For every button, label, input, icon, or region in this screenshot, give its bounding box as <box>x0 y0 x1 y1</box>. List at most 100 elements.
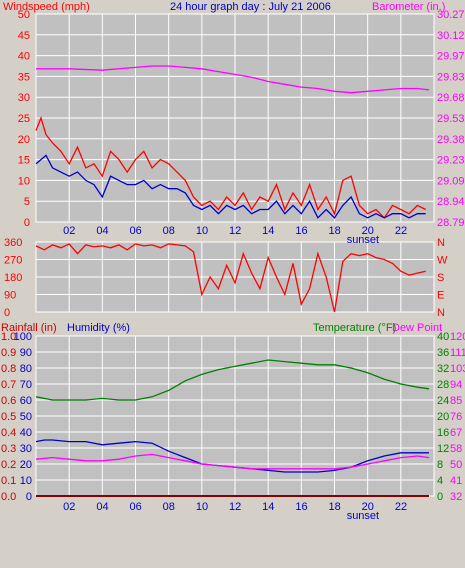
direction-degree-tick: 180 <box>4 272 22 284</box>
barometer-tick: 29.23 <box>437 155 465 167</box>
direction-compass-tick: S <box>437 272 444 284</box>
barometer-tick: 28.79 <box>437 217 465 229</box>
direction-compass-tick: N <box>437 237 445 249</box>
direction-degree-tick: 270 <box>4 255 22 267</box>
dewpoint-tick: 32 <box>450 491 462 503</box>
panel2-grid <box>36 242 434 312</box>
direction-compass-tick: E <box>437 290 444 302</box>
wind-direction-line <box>35 243 426 313</box>
x-tick-label: 02 <box>63 501 75 513</box>
barometer-line <box>36 65 430 94</box>
direction-degree-tick: 90 <box>4 290 16 302</box>
x-tick-label: 16 <box>295 225 307 237</box>
panel2-series <box>35 243 426 313</box>
humidity-tick: 100 <box>14 331 32 343</box>
windspeed-tick: 20 <box>18 134 30 146</box>
barometer-tick: 30.12 <box>437 30 465 42</box>
panel1-grid <box>36 14 434 222</box>
x-tick-label: 04 <box>96 225 108 237</box>
x-tick-label: 12 <box>229 501 241 513</box>
dewpoint-tick: 41 <box>450 475 462 487</box>
x-tick-label: 16 <box>295 501 307 513</box>
dewpoint-tick: 50 <box>450 459 462 471</box>
windspeed-tick: 5 <box>24 196 30 208</box>
barometer-tick: 29.09 <box>437 175 465 187</box>
windspeed-tick: 35 <box>18 71 30 83</box>
dewpoint-tick: 85 <box>450 395 462 407</box>
dewpoint-axis-title: Dew Point <box>392 322 442 334</box>
x-tick-label: 12 <box>229 225 241 237</box>
windspeed-axis-title: Windspeed (mph) <box>3 1 90 13</box>
rainfall-tick: 0.3 <box>1 443 16 455</box>
windspeed-tick: 15 <box>18 155 30 167</box>
temperature-tick: 16 <box>437 427 449 439</box>
temperature-tick: 32 <box>437 363 449 375</box>
x-tick-label: 06 <box>130 225 142 237</box>
temperature-tick: 20 <box>437 411 449 423</box>
humidity-tick: 60 <box>20 395 32 407</box>
dewpoint-line <box>35 453 430 470</box>
direction-compass-tick: N <box>437 307 445 319</box>
x-tick-label: 04 <box>96 501 108 513</box>
rainfall-tick: 0.4 <box>1 427 16 439</box>
sunset-label: sunset <box>347 234 379 246</box>
barometer-tick: 29.97 <box>437 51 465 63</box>
temperature-tick: 28 <box>437 379 449 391</box>
humidity-tick: 30 <box>20 443 32 455</box>
rainfall-tick: 0.6 <box>1 395 16 407</box>
dewpoint-tick: 120 <box>450 331 465 343</box>
x-tick-label: 02 <box>63 225 75 237</box>
x-tick-label: 20 <box>362 225 374 237</box>
x-tick-label: 22 <box>395 225 407 237</box>
barometer-tick: 29.38 <box>437 134 465 146</box>
windspeed-tick: 25 <box>18 113 30 125</box>
temperature-tick: 4 <box>437 475 443 487</box>
x-tick-label: 22 <box>395 501 407 513</box>
windspeed-tick: 45 <box>18 30 30 42</box>
chart-title: 24 hour graph day : July 21 2006 <box>170 1 331 13</box>
temperature-tick: 24 <box>437 395 449 407</box>
rainfall-tick: 0.9 <box>1 347 16 359</box>
windspeed-line <box>35 116 426 219</box>
rainfall-tick: 0.7 <box>1 379 16 391</box>
humidity-tick: 20 <box>20 459 32 471</box>
temperature-line <box>35 359 430 401</box>
windspeed-tick: 40 <box>18 51 30 63</box>
x-tick-label: 10 <box>196 501 208 513</box>
direction-degree-tick: 0 <box>4 307 10 319</box>
x-tick-label: 14 <box>262 225 274 237</box>
barometer-axis-title: Barometer (in.) <box>372 1 445 13</box>
dewpoint-tick: 67 <box>450 427 462 439</box>
x-tick-label: 08 <box>163 225 175 237</box>
temperature-tick: 40 <box>437 331 449 343</box>
panel3-grid <box>36 336 434 496</box>
rainfall-tick: 0.5 <box>1 411 16 423</box>
wind-gust-line <box>35 154 426 219</box>
humidity-tick: 70 <box>20 379 32 391</box>
dewpoint-tick: 94 <box>450 379 462 391</box>
panel3-series <box>35 359 430 497</box>
direction-degree-tick: 360 <box>4 237 22 249</box>
rainfall-tick: 1.0 <box>1 331 16 343</box>
barometer-tick: 29.53 <box>437 113 465 125</box>
humidity-tick: 80 <box>20 363 32 375</box>
humidity-tick: 0 <box>26 491 32 503</box>
x-tick-label: 08 <box>163 501 175 513</box>
x-tick-label: 18 <box>329 225 341 237</box>
direction-compass-tick: W <box>437 255 448 267</box>
humidity-tick: 40 <box>20 427 32 439</box>
dewpoint-tick: 103 <box>450 363 465 375</box>
x-tick-label: 14 <box>262 501 274 513</box>
temperature-axis-title: Temperature (°F) <box>313 322 396 334</box>
barometer-tick: 30.27 <box>437 9 465 21</box>
windspeed-tick: 50 <box>18 9 30 21</box>
x-tick-label: 18 <box>329 501 341 513</box>
rainfall-tick: 0.2 <box>1 459 16 471</box>
barometer-tick: 29.83 <box>437 71 465 83</box>
barometer-tick: 29.68 <box>437 92 465 104</box>
dewpoint-tick: 58 <box>450 443 462 455</box>
dewpoint-tick: 76 <box>450 411 462 423</box>
x-tick-label: 06 <box>130 501 142 513</box>
